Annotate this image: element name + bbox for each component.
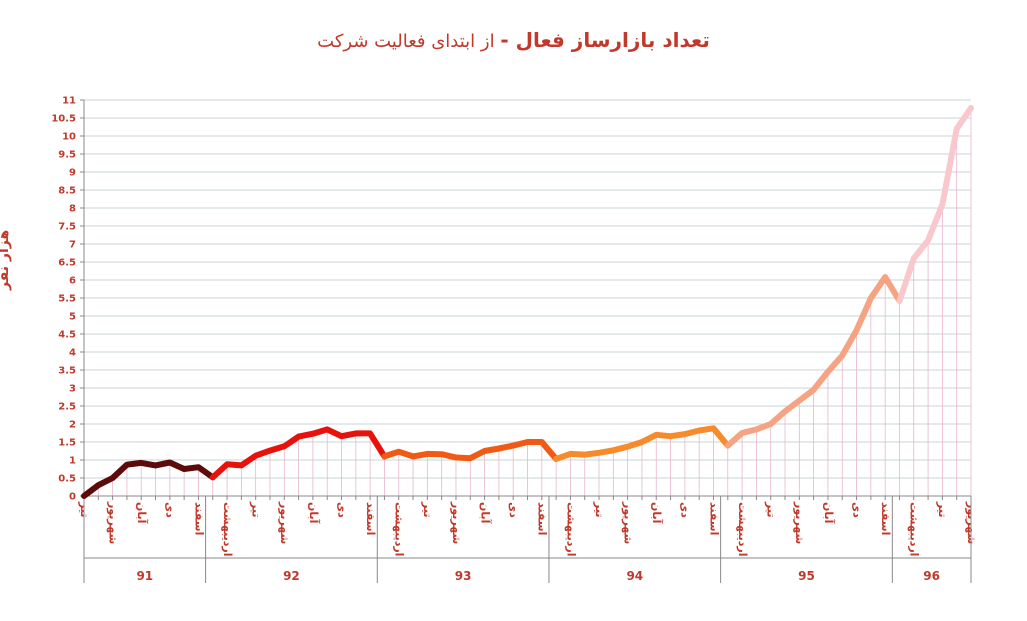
month-label: شهریور [450, 501, 463, 544]
y-tick-label: 9.5 [58, 150, 76, 161]
vertical-drop-lines [97, 107, 972, 496]
year-label: 91 [136, 569, 153, 583]
y-tick-label: 2 [69, 420, 76, 431]
y-tick-label: 4 [69, 348, 76, 359]
month-label: اسفند [192, 502, 205, 535]
month-label: آبان [478, 502, 492, 524]
y-tick-label: 9 [69, 168, 76, 179]
month-label: اسفند [364, 502, 377, 535]
series-line-92 [209, 426, 388, 481]
month-label: اردیبهشت [564, 502, 577, 556]
y-tick-label: 5 [69, 312, 76, 323]
y-tick-label: 8.5 [58, 186, 76, 197]
y-tick-label: 3 [69, 384, 76, 395]
month-label: دی [507, 502, 520, 518]
grid [84, 99, 971, 497]
y-tick-label: 10 [62, 132, 76, 143]
year-label: 95 [798, 569, 815, 583]
y-tick-label: 1.5 [58, 438, 76, 449]
month-label: آبان [307, 502, 321, 524]
y-tick-label: 3.5 [58, 366, 76, 377]
month-label: اردیبهشت [393, 502, 406, 556]
series-line-91 [81, 459, 216, 499]
chart-title-rest: از ابتدای فعالیت شرکت [317, 31, 501, 52]
year-label: 93 [455, 569, 472, 583]
series-line-93 [381, 439, 560, 462]
year-label: 96 [923, 569, 940, 583]
month-label: دی [164, 502, 177, 518]
month-label: آبان [135, 502, 149, 524]
y-tick-label: 0 [69, 492, 76, 503]
chart-title: تعداد بازارساز فعال - از ابتدای فعالیت ش… [0, 28, 1027, 52]
chart-title-bold: تعداد بازارساز فعال - [500, 28, 710, 52]
month-label: شهریور [793, 501, 806, 544]
y-axis-ticks: 0 0.5 1 1.5 2 2.5 3 3.5 4 4.5 5 5.5 6 6.5 7 7.5 8 8.5 9 9.5… [51, 96, 84, 503]
y-tick-label: 6 [69, 276, 76, 287]
y-tick-label: 5.5 [58, 294, 76, 305]
month-label: شهریور [106, 501, 119, 544]
month-label: تیر [765, 501, 778, 517]
y-tick-label: 4.5 [58, 330, 76, 341]
month-label: دی [335, 502, 348, 518]
y-tick-label: 2.5 [58, 402, 76, 413]
month-label: اسفند [536, 502, 549, 535]
month-label: اردیبهشت [908, 502, 921, 556]
month-label: تیر [421, 501, 434, 517]
series-line-96 [896, 104, 974, 304]
month-label: آبان [822, 502, 836, 524]
month-label: شهریور [278, 501, 291, 544]
series-line-95 [724, 274, 903, 449]
y-tick-label: 7.5 [58, 222, 76, 233]
month-label: اردیبهشت [736, 502, 749, 556]
y-tick-label: 8 [69, 204, 76, 215]
y-tick-label: 0.5 [58, 474, 76, 485]
year-label: 92 [283, 569, 300, 583]
y-tick-label: 6.5 [58, 258, 76, 269]
month-label: اسفند [707, 502, 720, 535]
month-label: شهریور [621, 501, 634, 544]
month-label: اسفند [879, 502, 892, 535]
month-label: تیر [593, 501, 606, 517]
month-label: اردیبهشت [221, 502, 234, 556]
month-label: تیر [250, 501, 263, 517]
year-label: 94 [626, 569, 643, 583]
month-label: آبان [650, 502, 664, 524]
month-label: دی [679, 502, 692, 518]
data-series [81, 104, 974, 499]
y-tick-label: 10.5 [51, 114, 76, 125]
y-tick-label: 11 [62, 96, 76, 107]
month-label: تیر [936, 501, 949, 517]
series-line-94 [553, 425, 731, 462]
y-tick-label: 1 [69, 456, 76, 467]
x-axis-categories: تیر شهریور آبان دی اسفند اردیبهشت تیر شهریور آبا… [78, 496, 978, 583]
month-label: دی [850, 502, 863, 518]
y-tick-label: 7 [69, 240, 76, 251]
